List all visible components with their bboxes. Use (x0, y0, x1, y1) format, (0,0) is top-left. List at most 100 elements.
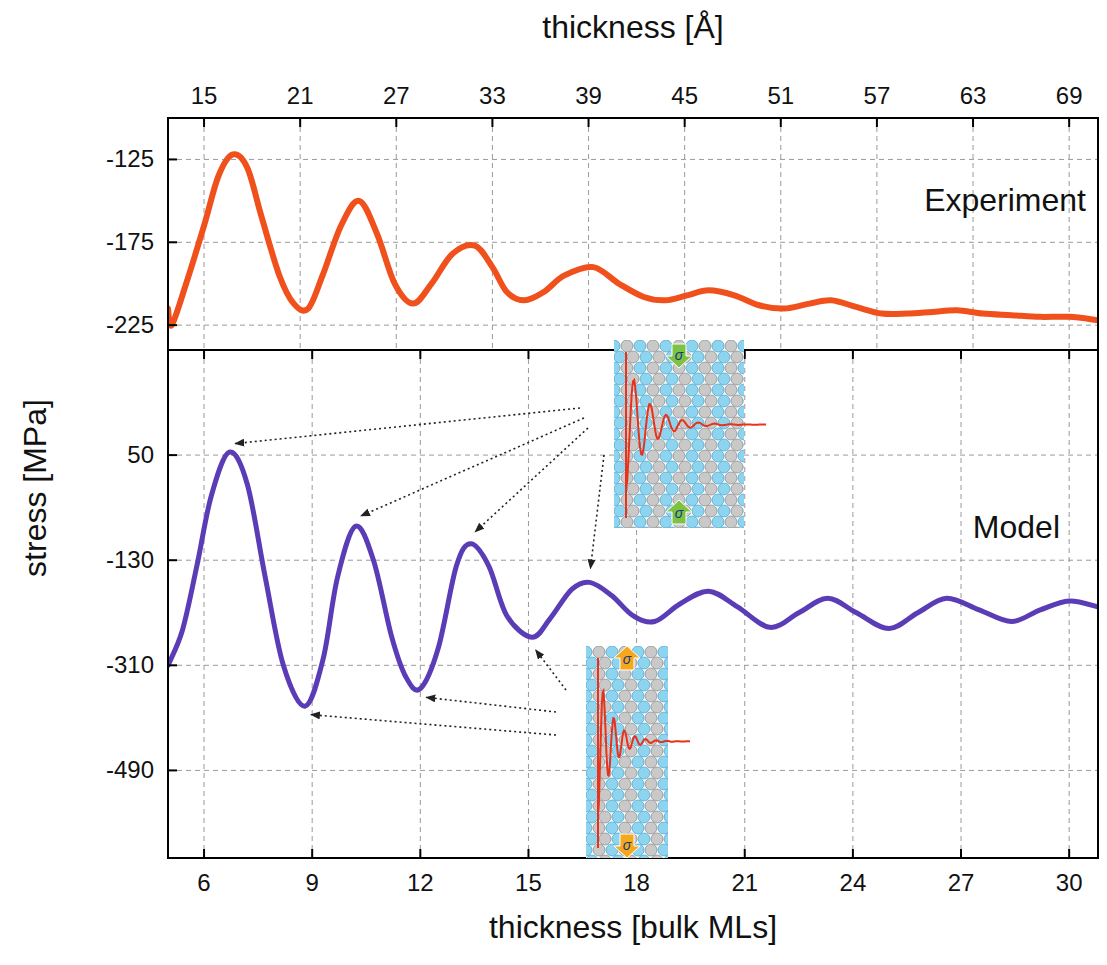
atom (725, 362, 737, 374)
y-grid-line (168, 325, 1098, 326)
atom (640, 373, 652, 385)
atom (586, 756, 592, 768)
atom (679, 483, 691, 495)
atom (699, 362, 711, 374)
x-tick (527, 849, 529, 858)
atom (645, 690, 657, 702)
atom (686, 516, 698, 528)
atom (647, 362, 659, 374)
x-tick-label: 15 (515, 869, 542, 896)
atom (699, 428, 711, 440)
atom (731, 373, 743, 385)
pointer-arrow (426, 697, 556, 712)
atom (699, 494, 711, 506)
atom (614, 417, 626, 429)
x-grid-line (204, 350, 205, 858)
atom (699, 406, 711, 418)
atom (651, 789, 663, 801)
y-grid-line (168, 159, 1098, 160)
atom (666, 439, 678, 451)
y-tick (168, 324, 177, 326)
x-tick-label: 6 (197, 869, 210, 896)
stress-arrow (614, 834, 640, 858)
atom (651, 855, 663, 858)
atom (647, 472, 659, 484)
atom (640, 461, 652, 473)
x-tick-label: 30 (1056, 869, 1083, 896)
x-tick (744, 849, 746, 858)
y-tick (168, 241, 177, 243)
atom (725, 516, 737, 528)
atom (664, 811, 668, 823)
x-tick-top (311, 350, 313, 359)
atom (699, 472, 711, 484)
atom (718, 373, 730, 385)
atom (586, 833, 598, 845)
atom (614, 450, 620, 462)
atom (627, 351, 639, 363)
atom (699, 384, 711, 396)
atom (606, 690, 618, 702)
atom (638, 833, 650, 845)
pointer-arrows (235, 408, 604, 735)
atom (725, 406, 737, 418)
pointer-arrow (235, 408, 580, 444)
y-tick (168, 664, 177, 666)
atom (645, 756, 657, 768)
atom (632, 690, 644, 702)
atom (634, 362, 646, 374)
atom (673, 384, 685, 396)
sigma-label: σ (623, 651, 632, 667)
x-tick-label: 69 (1056, 82, 1083, 109)
x-tick (419, 849, 421, 858)
x-grid-line (1069, 350, 1070, 858)
x-tick-label: 27 (383, 82, 410, 109)
atom (586, 778, 592, 790)
atom (712, 428, 724, 440)
atom (614, 516, 620, 528)
atom (666, 527, 678, 528)
atom (627, 505, 639, 517)
atom (645, 778, 657, 790)
data-line (168, 154, 1098, 326)
atom (645, 822, 657, 834)
atom (705, 505, 717, 517)
atom (640, 439, 652, 451)
atom (666, 461, 678, 473)
atom (658, 778, 668, 790)
atom (612, 679, 624, 691)
x-tick-label: 51 (767, 82, 794, 109)
atom (619, 712, 631, 724)
atom (625, 789, 637, 801)
atom (614, 472, 620, 484)
atom (647, 494, 659, 506)
atom (738, 340, 744, 352)
panel-1: 6912151821242730-490-310-13050 (106, 350, 1098, 896)
x-tick-top (203, 350, 205, 359)
atom (612, 789, 624, 801)
x-tick-top (852, 350, 854, 359)
atom (586, 800, 592, 812)
atom (586, 723, 598, 735)
atom (653, 439, 665, 451)
atom (686, 362, 698, 374)
atom (614, 373, 626, 385)
atom (718, 461, 730, 473)
atom (658, 756, 668, 768)
atom (632, 778, 644, 790)
atom (614, 527, 626, 528)
atom (666, 395, 678, 407)
atom (673, 406, 685, 418)
y-tick (168, 559, 177, 561)
atom (638, 855, 650, 858)
data-line (168, 452, 1098, 706)
atom (718, 505, 730, 517)
figure: 15212733394551576369-225-175-125thicknes… (0, 0, 1107, 965)
atom (647, 384, 659, 396)
y-tick (168, 158, 177, 160)
x-tick (395, 118, 397, 127)
atom (606, 668, 618, 680)
x-axis-title: thickness [bulk MLs] (489, 909, 777, 945)
atom (614, 428, 620, 440)
inset-wave (598, 658, 690, 848)
